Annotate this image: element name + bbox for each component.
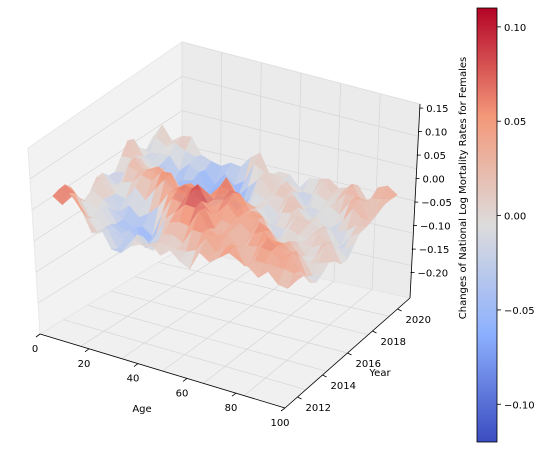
- value-tick-label: 0.05: [424, 151, 446, 162]
- colorbar-tick-label: −0.10: [504, 400, 535, 411]
- colorbar-gradient: [476, 7, 498, 443]
- colorbar-tick-label: 0.05: [504, 117, 526, 128]
- value-ticks: −0.20 −0.15 −0.10 −0.05 0.00 0.05 0.10 0.15: [410, 104, 452, 280]
- year-axis-label: Year: [368, 368, 391, 379]
- value-tick-label: −0.20: [418, 269, 449, 280]
- axes-panes: [27, 41, 421, 409]
- age-tick-label: 80: [225, 403, 238, 414]
- age-tick-mark: [35, 333, 41, 338]
- colorbar-tick-label: 0.00: [504, 212, 526, 223]
- age-ticks: 0 20 40 60 80 100: [32, 333, 290, 429]
- age-tick-label: 100: [270, 418, 289, 429]
- value-tick-label: 0.10: [425, 128, 447, 139]
- year-tick-mark: [322, 374, 327, 378]
- age-tick-mark: [84, 348, 90, 353]
- age-tick-label: 0: [32, 344, 38, 355]
- age-tick-label: 40: [127, 374, 140, 385]
- grid-line: [29, 76, 183, 180]
- year-tick-label: 2014: [331, 381, 356, 392]
- value-axis-label: Changes of National Log Mortality Rates …: [458, 57, 469, 319]
- colorbar-tick-label: 0.10: [504, 23, 526, 34]
- year-tick-label: 2018: [381, 337, 406, 348]
- surface-mesh: [52, 124, 398, 289]
- year-tick-mark: [397, 308, 402, 312]
- value-tick-label: −0.05: [421, 198, 452, 209]
- grid-line: [158, 261, 390, 317]
- colorbar-ticks: −0.10 −0.05 0.00 0.05 0.10: [497, 23, 535, 411]
- year-tick-label: 2020: [406, 315, 431, 326]
- colorbar-tick-label: −0.05: [504, 306, 535, 317]
- age-axis-line: [39, 333, 286, 409]
- age-axis-label: Age: [132, 404, 151, 415]
- age-tick-mark: [231, 392, 237, 397]
- year-tick-label: 2012: [306, 403, 331, 414]
- year-tick-mark: [297, 396, 302, 400]
- year-tick-mark: [372, 330, 377, 334]
- age-tick-mark: [182, 378, 188, 382]
- age-tick-mark: [280, 407, 286, 412]
- value-tick-label: −0.15: [419, 245, 450, 256]
- age-tick-label: 20: [78, 359, 91, 370]
- value-axis-line: [409, 103, 421, 299]
- age-tick-mark: [133, 363, 139, 367]
- value-tick-label: 0.00: [423, 175, 445, 186]
- age-tick-label: 60: [176, 388, 189, 399]
- colorbar: −0.10 −0.05 0.00 0.05 0.10: [476, 7, 535, 443]
- surface-cell: [287, 273, 305, 289]
- year-tick-label: 2016: [356, 359, 381, 370]
- year-tick-mark: [347, 352, 352, 356]
- value-tick-label: −0.10: [420, 222, 451, 233]
- value-tick-label: 0.15: [426, 104, 448, 115]
